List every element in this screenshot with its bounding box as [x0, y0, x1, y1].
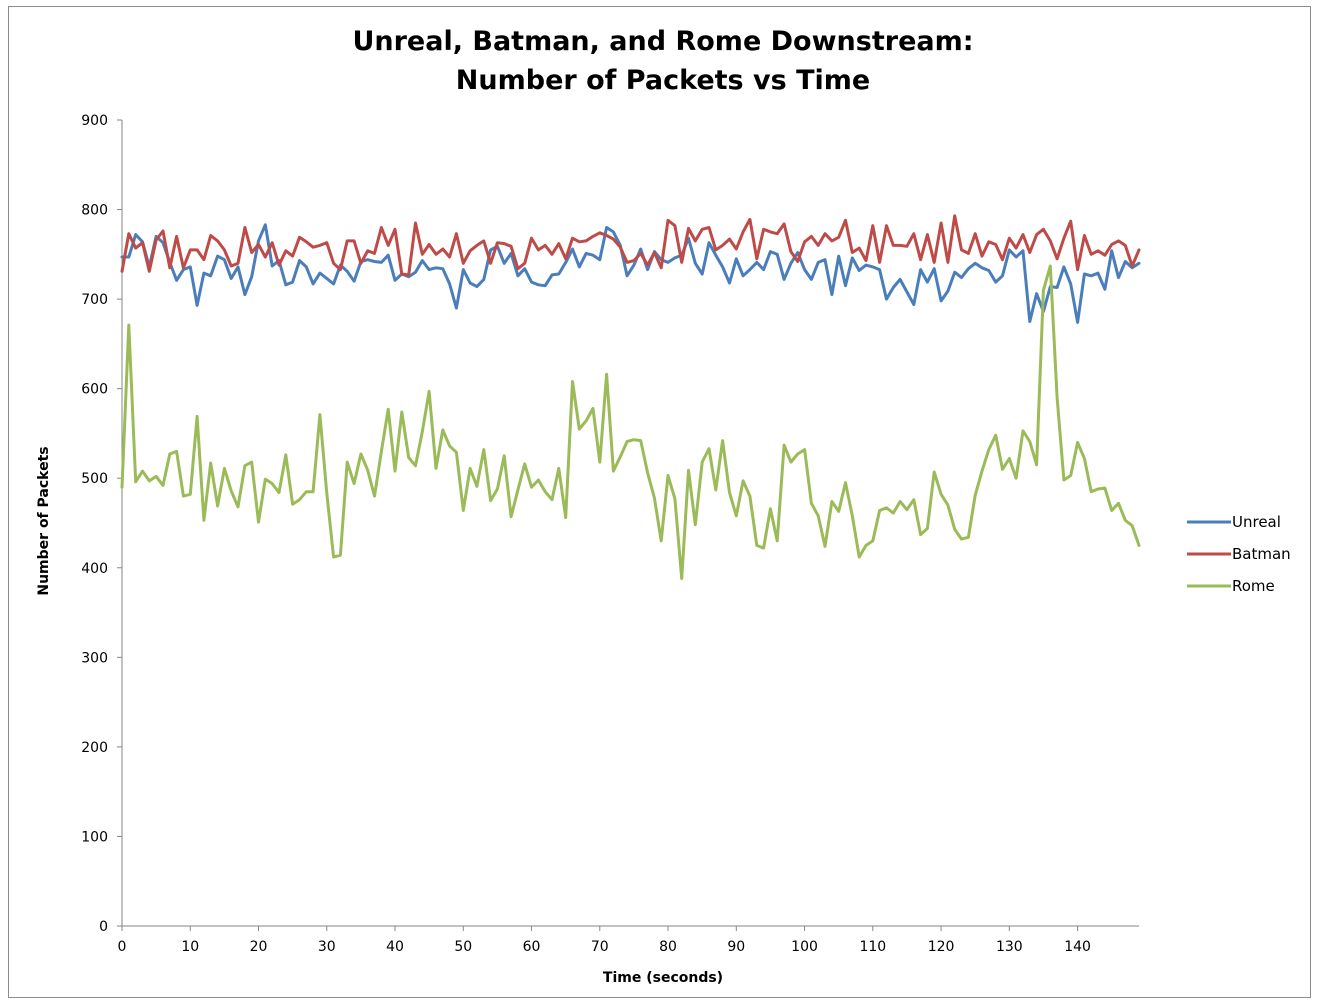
- x-tick-label: 20: [250, 939, 268, 955]
- y-tick-label: 800: [81, 203, 108, 219]
- legend-label-unreal: Unreal: [1232, 513, 1281, 531]
- chart-frame: Unreal, Batman, and Rome Downstream: Num…: [8, 6, 1311, 998]
- x-tick-label: 90: [727, 939, 745, 955]
- x-axis-ticks: 0 10 20 30 40 50 60 70 80 90 100 110 120 130 140: [118, 926, 1091, 955]
- x-tick-label: 10: [181, 939, 199, 955]
- x-tick-label: 0: [118, 939, 127, 955]
- y-axis-ticks: 0 100 200 300 400 500 600 700 800 900: [81, 113, 122, 935]
- chart-title-line-2: Number of Packets vs Time: [456, 65, 870, 96]
- y-tick-label: 300: [81, 650, 108, 666]
- x-tick-label: 140: [1064, 939, 1091, 955]
- x-tick-label: 80: [659, 939, 677, 955]
- y-tick-label: 0: [99, 919, 108, 935]
- y-axis-label: Number of Packets: [36, 446, 52, 595]
- y-tick-label: 500: [81, 471, 108, 487]
- y-tick-label: 700: [81, 292, 108, 308]
- legend: Unreal Batman Rome: [1187, 513, 1291, 595]
- x-tick-label: 50: [454, 939, 472, 955]
- chart-title: Unreal, Batman, and Rome Downstream: Num…: [352, 26, 973, 96]
- series-line-unreal: [120, 223, 1141, 324]
- x-axis-label: Time (seconds): [603, 970, 723, 986]
- y-tick-label: 600: [81, 382, 108, 398]
- axes: [121, 120, 1139, 927]
- series-line-batman: [120, 214, 1141, 277]
- series-lines: [120, 214, 1141, 580]
- y-tick-label: 100: [81, 829, 108, 845]
- line-chart: Unreal, Batman, and Rome Downstream: Num…: [36, 26, 1291, 986]
- x-tick-label: 30: [318, 939, 336, 955]
- x-tick-label: 120: [928, 939, 955, 955]
- legend-label-rome: Rome: [1232, 577, 1275, 595]
- x-tick-label: 100: [791, 939, 818, 955]
- y-tick-label: 900: [81, 113, 108, 129]
- y-tick-label: 400: [81, 561, 108, 577]
- chart-title-line-1: Unreal, Batman, and Rome Downstream:: [352, 26, 973, 57]
- x-tick-label: 40: [386, 939, 404, 955]
- series-line-rome: [120, 264, 1141, 580]
- x-tick-label: 70: [591, 939, 609, 955]
- x-tick-label: 130: [996, 939, 1023, 955]
- x-tick-label: 110: [859, 939, 886, 955]
- y-tick-label: 200: [81, 740, 108, 756]
- legend-label-batman: Batman: [1232, 545, 1291, 563]
- x-tick-label: 60: [523, 939, 541, 955]
